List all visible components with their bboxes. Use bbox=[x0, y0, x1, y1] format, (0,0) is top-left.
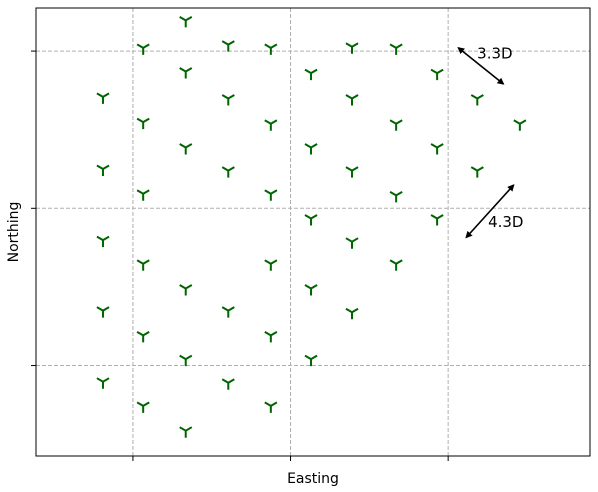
spacing-arrow-0 bbox=[457, 46, 505, 85]
turbine-marker bbox=[264, 259, 278, 271]
turbine-marker bbox=[136, 117, 150, 130]
turbine-marker bbox=[96, 306, 110, 318]
turbine-marker bbox=[264, 331, 278, 343]
turbine-marker bbox=[179, 426, 193, 438]
turbine-marker bbox=[179, 67, 193, 79]
turbine-markers bbox=[96, 16, 527, 438]
turbine-marker bbox=[221, 378, 235, 390]
turbine-marker bbox=[264, 189, 278, 201]
turbine-marker bbox=[304, 143, 318, 155]
plot-frame bbox=[35, 7, 591, 457]
turbine-marker bbox=[96, 235, 110, 248]
turbine-marker bbox=[136, 43, 150, 55]
turbine-marker bbox=[513, 119, 527, 131]
turbine-marker bbox=[345, 166, 359, 178]
turbine-marker bbox=[389, 259, 403, 271]
spacing-label-0: 3.3D bbox=[477, 44, 512, 62]
turbine-marker bbox=[96, 164, 110, 176]
turbine-marker bbox=[389, 43, 403, 55]
grid-lines bbox=[36, 8, 590, 456]
turbine-marker bbox=[430, 68, 444, 81]
turbine-marker bbox=[430, 143, 444, 155]
turbine-marker bbox=[221, 40, 235, 52]
turbine-marker bbox=[179, 284, 193, 296]
turbine-marker bbox=[304, 354, 318, 367]
turbine-marker bbox=[179, 354, 193, 367]
spacing-label-1: 4.3D bbox=[488, 213, 523, 231]
turbine-marker bbox=[96, 92, 110, 104]
turbine-marker bbox=[264, 401, 278, 413]
turbine-marker bbox=[304, 284, 318, 296]
y-axis-label: Northing bbox=[6, 202, 22, 263]
turbine-marker bbox=[96, 377, 110, 389]
turbine-marker bbox=[470, 166, 484, 178]
x-axis-label: Easting bbox=[287, 471, 339, 487]
turbine-marker bbox=[345, 237, 359, 249]
turbine-marker bbox=[345, 94, 359, 106]
axis-ticks bbox=[31, 50, 449, 461]
turbine-marker bbox=[136, 259, 150, 271]
turbine-marker bbox=[470, 94, 484, 106]
turbine-marker bbox=[136, 401, 150, 413]
turbine-marker bbox=[345, 307, 359, 320]
turbine-marker bbox=[430, 214, 444, 226]
turbine-marker bbox=[304, 214, 318, 226]
turbine-marker bbox=[179, 143, 193, 155]
turbine-marker bbox=[221, 166, 235, 178]
spacing-annotations: 3.3D 4.3D bbox=[457, 44, 523, 239]
turbine-marker bbox=[136, 331, 150, 343]
turbine-marker bbox=[264, 119, 278, 131]
turbine-marker bbox=[179, 16, 193, 28]
turbine-marker bbox=[221, 94, 235, 106]
turbine-marker bbox=[136, 189, 150, 201]
spacing-arrow-1 bbox=[465, 184, 515, 239]
turbine-marker bbox=[389, 191, 403, 203]
turbine-marker bbox=[264, 43, 278, 55]
turbine-marker bbox=[221, 306, 235, 318]
turbine-marker bbox=[304, 68, 318, 81]
turbine-marker bbox=[345, 42, 359, 54]
turbine-marker bbox=[389, 119, 403, 131]
